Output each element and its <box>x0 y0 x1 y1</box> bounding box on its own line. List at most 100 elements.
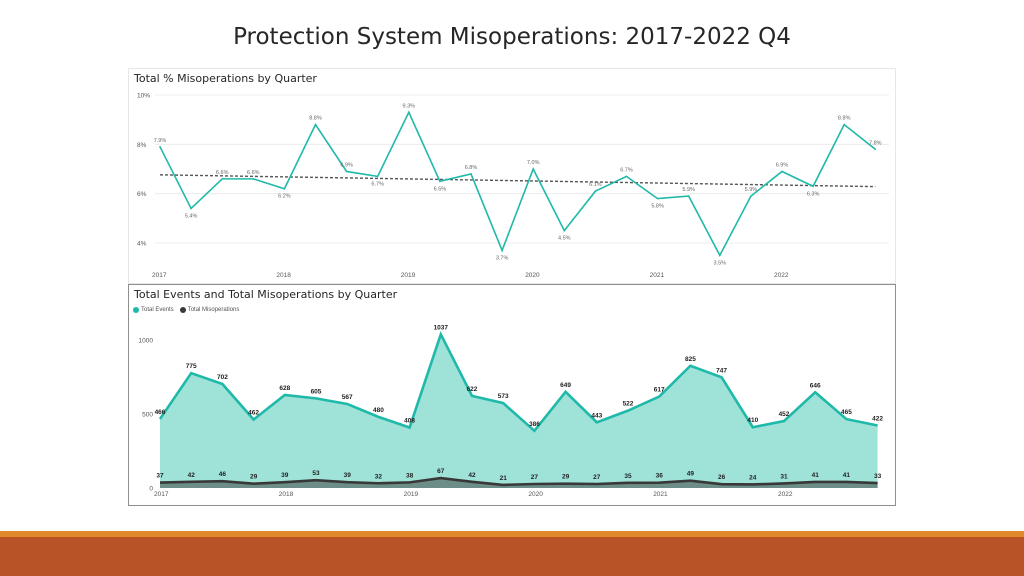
chart1-x-tick: 2021 <box>650 272 665 279</box>
chart2-x-tick: 2017 <box>154 491 169 498</box>
chart2-x-tick: 2022 <box>778 491 793 498</box>
chart2-events-label: 1037 <box>434 324 449 331</box>
chart1-data-point <box>812 185 814 188</box>
chart1-data-point <box>501 249 503 252</box>
chart2-events-label: 522 <box>623 401 634 408</box>
chart1-data-point <box>408 111 410 114</box>
chart1-data-label: 5.9% <box>682 187 695 193</box>
chart1-data-point <box>594 190 597 192</box>
legend-item-total-events: Total Events <box>133 307 174 313</box>
chart1-title: Total % Misoperations by Quarter <box>134 72 317 85</box>
chart2-y-tick: 500 <box>142 411 153 418</box>
chart1-data-point <box>221 178 223 180</box>
chart2-x-tick: 2019 <box>404 491 419 498</box>
chart1-y-tick: 6% <box>137 191 147 198</box>
chart2-misoperations-area <box>160 478 878 488</box>
chart1-data-point <box>314 123 317 126</box>
chart1-data-point <box>283 187 286 190</box>
footer-bar <box>0 537 1024 576</box>
chart2-misoperations-label: 29 <box>562 474 570 481</box>
chart2-events-label: 466 <box>155 409 166 416</box>
chart1-data-label: 4.5% <box>558 236 571 242</box>
chart1-x-tick: 2017 <box>152 272 167 279</box>
chart1-data-point <box>843 123 845 126</box>
chart2-events-label: 465 <box>841 409 852 416</box>
chart2-misoperations-label: 39 <box>281 472 289 479</box>
chart2-events-label: 567 <box>342 394 353 401</box>
chart1-data-point <box>190 207 192 210</box>
chart1-data-label: 8.8% <box>309 116 322 122</box>
chart2-misoperations-label: 38 <box>406 472 414 479</box>
chart1-series-line <box>159 110 876 258</box>
chart1-data-label: 7.9% <box>154 138 167 144</box>
chart1-data-point <box>656 197 659 200</box>
chart2-events-label: 646 <box>810 382 821 389</box>
chart1-data-label: 8.8% <box>838 116 851 122</box>
chart1-data-point <box>439 180 441 183</box>
chart2-misoperations-label: 42 <box>468 472 476 479</box>
chart1-data-point <box>719 254 721 257</box>
chart1-y-tick: 8% <box>137 142 147 149</box>
chart1-data-label: 6.2% <box>278 194 291 200</box>
chart2-events-label: 386 <box>529 421 540 428</box>
chart1-x-tick: 2019 <box>401 272 416 279</box>
chart2-misoperations-label: 53 <box>312 470 320 477</box>
misoperation-percent-panel: Total % Misoperations by Quarter 10% 8% 6%… <box>128 68 896 284</box>
chart2-legend: Total Events Total Misoperations <box>133 307 239 313</box>
chart1-data-label: 9.3% <box>403 103 416 109</box>
chart1-data-label: 5.8% <box>651 204 664 210</box>
legend-dot-teal-icon <box>133 307 139 313</box>
chart2-misoperations-label: 37 <box>156 473 164 480</box>
chart2-events-area <box>160 334 878 488</box>
chart1-data-point <box>750 195 752 197</box>
legend-item-total-misoperations: Total Misoperations <box>179 307 240 313</box>
chart2-title: Total Events and Total Misoperations by … <box>134 288 398 301</box>
chart1-data-label: 6.5% <box>434 186 447 192</box>
chart1-data-label: 6.8% <box>465 165 478 171</box>
chart2-misoperations-label: 29 <box>250 474 258 481</box>
chart1-data-point <box>687 195 690 197</box>
chart1-data-point <box>563 229 566 232</box>
chart2-misoperations-label: 27 <box>593 474 601 481</box>
chart1-data-label: 3.7% <box>496 255 509 261</box>
chart1-data-label: 6.1% <box>589 182 602 188</box>
chart2-misoperations-label: 67 <box>437 468 445 475</box>
slide-title: Protection System Misoperations: 2017-20… <box>233 24 791 50</box>
chart1-data-point <box>470 173 472 175</box>
chart1-data-label: 6.3% <box>807 191 820 197</box>
chart2-events-label: 702 <box>217 374 228 381</box>
chart2-events-line <box>158 330 878 433</box>
chart2-misoperations-label: 41 <box>843 472 851 479</box>
chart2-misoperations-label: 27 <box>531 474 539 481</box>
chart1-data-label: 6.6% <box>247 170 260 176</box>
chart1-x-tick: 2018 <box>276 272 291 279</box>
chart2-misoperations-line <box>159 476 878 487</box>
chart2-events-label: 443 <box>591 412 602 419</box>
chart2-events-label: 628 <box>279 385 290 392</box>
chart2-events-label: 408 <box>404 418 415 425</box>
chart2-events-label: 462 <box>248 410 259 417</box>
chart1-y-tick: 10% <box>137 93 150 100</box>
chart2-events-label: 573 <box>498 393 509 400</box>
percent-line-chart: 10% 8% 6% 4% 2017 2018 2019 2020 2021 2022 7.9% 5.4… <box>137 93 889 279</box>
chart2-misoperations-label: 46 <box>219 471 227 478</box>
chart1-data-point <box>625 175 628 178</box>
chart2-events-label: 605 <box>311 388 322 395</box>
chart2-misoperations-label: 35 <box>624 473 632 480</box>
chart1-data-label: 5.9% <box>745 187 758 193</box>
chart2-events-label: 825 <box>685 356 696 363</box>
legend-label-total-events: Total Events <box>141 307 174 313</box>
chart1-data-label: 6.9% <box>776 162 789 168</box>
chart2-misoperations-label: 41 <box>812 472 820 479</box>
chart2-events-label: 622 <box>467 386 478 393</box>
chart1-data-label: 6.6% <box>216 170 229 176</box>
chart2-events-label: 410 <box>747 417 758 424</box>
chart1-data-label: 6.9% <box>340 162 353 168</box>
chart2-events-label: 775 <box>186 363 197 370</box>
chart2-misoperations-label: 36 <box>656 473 664 480</box>
chart1-data-label: 5.4% <box>185 213 198 219</box>
chart2-misoperations-label: 26 <box>718 474 726 481</box>
legend-label-total-misoperations: Total Misoperations <box>187 307 240 313</box>
chart1-data-point <box>376 175 379 178</box>
